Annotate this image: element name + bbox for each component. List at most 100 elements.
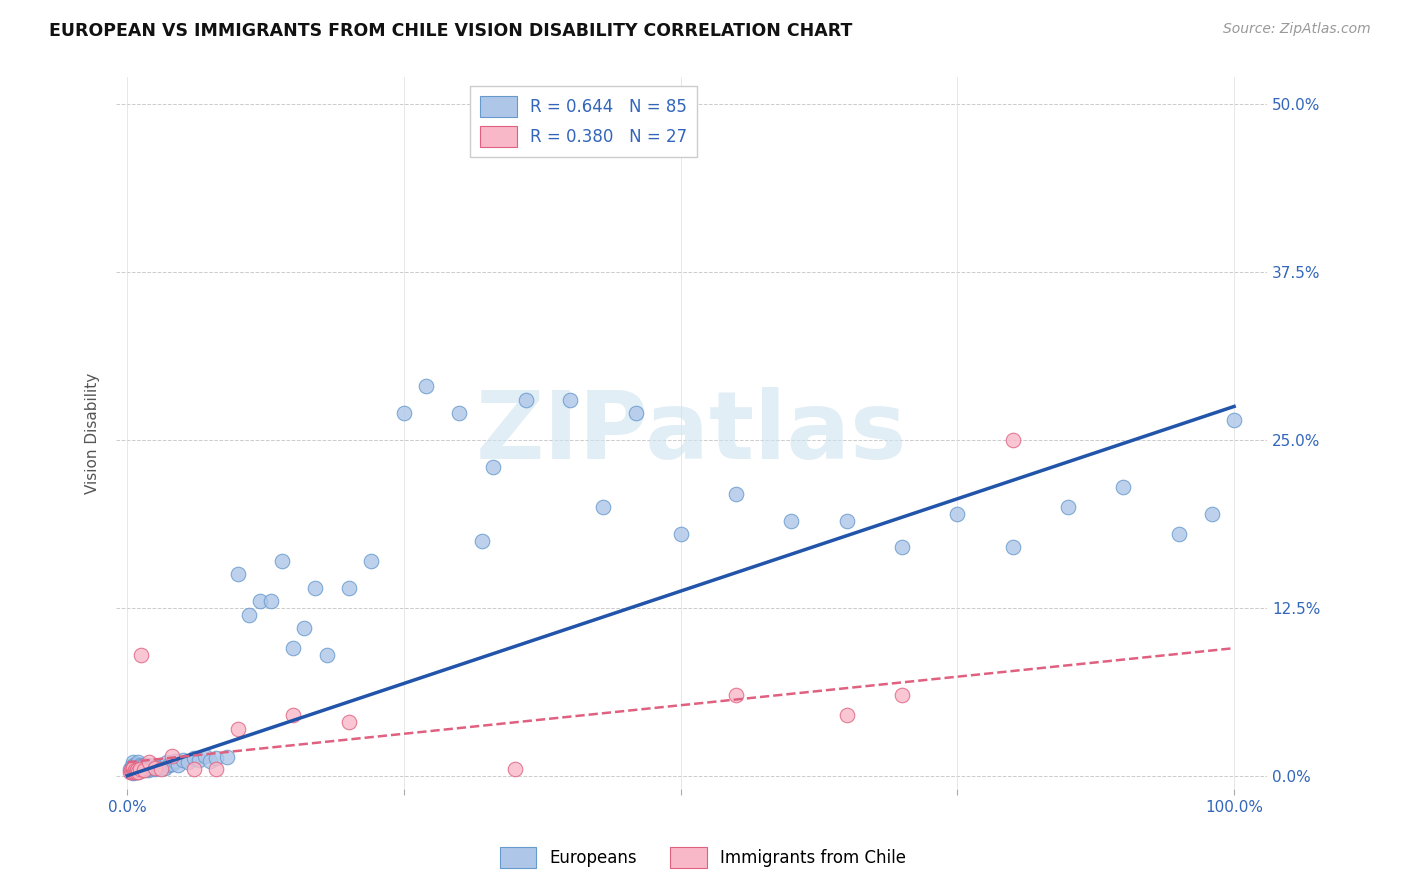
Point [122,761,145,775]
Point [160,756,183,771]
Point [1057,500,1080,515]
Point [283,641,305,656]
Point [238,607,260,622]
Point [127,761,149,775]
Point [125,756,148,771]
Point [122,762,145,776]
Point [127,764,149,779]
Point [132,762,155,776]
Point [121,759,143,773]
Point [592,500,614,515]
Point [177,756,200,770]
Point [183,762,205,776]
Point [1001,541,1024,555]
Point [449,406,471,420]
Point [131,761,153,775]
Point [205,762,228,776]
Point [1001,433,1024,447]
Point [118,762,141,776]
Point [835,514,858,528]
Point [503,762,526,776]
Point [669,527,692,541]
Point [143,762,166,776]
Point [415,379,437,393]
Point [125,764,148,779]
Legend: Europeans, Immigrants from Chile: Europeans, Immigrants from Chile [494,840,912,875]
Point [260,594,283,608]
Point [139,762,162,776]
Point [122,764,145,778]
Point [138,764,160,778]
Point [1223,413,1246,427]
Point [188,753,211,767]
Point [124,764,146,778]
Point [1201,507,1223,521]
Point [148,761,170,775]
Point [136,759,159,773]
Y-axis label: Vision Disability: Vision Disability [86,373,100,494]
Point [122,766,145,780]
Point [118,764,141,779]
Point [132,764,155,778]
Point [128,762,150,776]
Point [1112,480,1135,494]
Point [337,714,360,729]
Point [149,762,172,776]
Point [172,753,194,767]
Point [167,758,190,772]
Point [200,754,222,768]
Legend: R = 0.644   N = 85, R = 0.380   N = 27: R = 0.644 N = 85, R = 0.380 N = 27 [470,86,697,157]
Point [470,533,492,548]
Point [122,764,145,779]
Point [153,761,176,775]
Point [163,754,186,768]
Point [143,761,166,775]
Point [315,648,337,662]
Point [129,759,152,773]
Point [160,748,183,763]
Point [129,764,152,778]
Point [132,758,155,772]
Point [157,758,180,772]
Point [294,621,316,635]
Point [226,567,249,582]
Point [122,761,145,775]
Text: EUROPEAN VS IMMIGRANTS FROM CHILE VISION DISABILITY CORRELATION CHART: EUROPEAN VS IMMIGRANTS FROM CHILE VISION… [49,22,852,40]
Point [127,758,149,772]
Point [780,514,803,528]
Point [127,764,149,779]
Point [626,406,648,420]
Point [946,507,969,521]
Point [835,708,858,723]
Point [283,708,305,723]
Point [127,756,149,770]
Point [558,392,581,407]
Point [124,764,146,779]
Text: ZIPatlas: ZIPatlas [477,387,907,479]
Point [271,554,294,568]
Point [226,722,249,736]
Point [120,764,142,779]
Point [122,756,145,770]
Point [127,764,149,778]
Point [360,554,382,568]
Point [183,751,205,765]
Point [125,762,148,776]
Point [215,750,238,764]
Point [152,759,174,773]
Point [132,764,155,778]
Point [127,764,149,778]
Point [124,759,146,773]
Point [891,541,914,555]
Point [194,748,217,763]
Point [135,762,157,776]
Point [481,459,503,474]
Point [120,764,142,778]
Point [149,758,172,772]
Point [138,761,160,775]
Point [891,688,914,702]
Point [121,764,143,779]
Point [122,758,145,772]
Point [249,594,271,608]
Point [205,751,228,765]
